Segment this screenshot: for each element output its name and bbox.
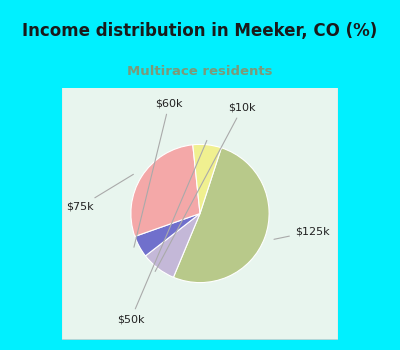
Text: $125k: $125k bbox=[274, 226, 330, 239]
Text: Multirace residents: Multirace residents bbox=[127, 65, 273, 78]
Wedge shape bbox=[146, 214, 200, 277]
FancyBboxPatch shape bbox=[62, 88, 338, 340]
Wedge shape bbox=[135, 214, 200, 256]
Wedge shape bbox=[174, 148, 269, 282]
Wedge shape bbox=[131, 145, 200, 237]
Text: $75k: $75k bbox=[66, 174, 133, 212]
Text: $10k: $10k bbox=[155, 103, 256, 272]
Text: Income distribution in Meeker, CO (%): Income distribution in Meeker, CO (%) bbox=[22, 22, 378, 40]
Wedge shape bbox=[193, 145, 221, 214]
Text: $50k: $50k bbox=[117, 140, 207, 324]
Text: $60k: $60k bbox=[134, 99, 183, 247]
